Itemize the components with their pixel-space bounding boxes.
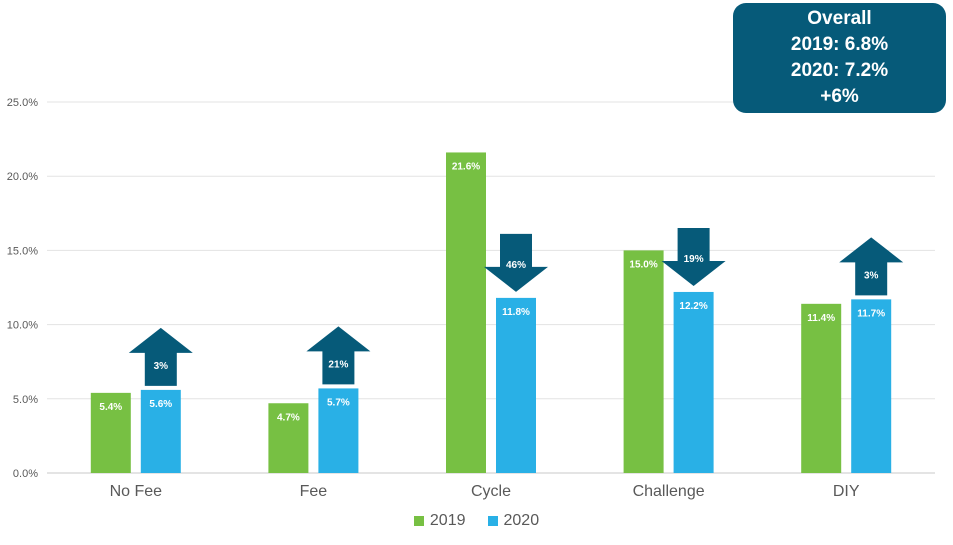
y-tick-label: 25.0% [7, 97, 38, 109]
x-tick-label: Fee [300, 483, 328, 500]
bar-2020 [673, 291, 714, 473]
up-arrow-icon [128, 327, 193, 386]
change-label: 3% [154, 361, 169, 372]
change-label: 3% [864, 270, 879, 281]
y-tick-label: 10.0% [7, 320, 38, 332]
y-tick-label: 20.0% [7, 171, 38, 183]
data-label: 11.7% [857, 308, 885, 319]
overall-summary-box: Overall 2019: 6.8% 2020: 7.2% +6% [733, 3, 946, 113]
legend-swatch-2020 [487, 516, 498, 526]
data-label: 11.4% [807, 313, 835, 324]
change-label: 21% [328, 359, 348, 370]
y-tick-label: 5.0% [13, 394, 38, 406]
legend-item-2019: 2019 [413, 512, 466, 530]
y-tick-label: 15.0% [7, 245, 38, 257]
x-tick-label: No Fee [110, 483, 163, 500]
down-arrow-icon [661, 227, 726, 286]
bar-2019 [801, 303, 842, 473]
legend: 2019 2020 [0, 512, 953, 530]
overall-2020: 2020: 7.2% [790, 60, 889, 81]
data-label: 5.7% [327, 397, 350, 408]
data-label: 5.6% [149, 399, 172, 410]
y-tick-label: 0.0% [13, 468, 38, 480]
overall-title: Overall [807, 8, 872, 29]
bar-2020 [318, 388, 359, 473]
change-label: 19% [684, 254, 704, 265]
bar-2020 [496, 297, 536, 473]
change-label: 46% [506, 260, 526, 271]
down-arrow-icon [484, 233, 548, 292]
bar-2019 [623, 250, 664, 473]
bar-2019 [446, 152, 486, 473]
data-label: 5.4% [99, 402, 122, 413]
data-label: 15.0% [629, 259, 657, 270]
data-label: 4.7% [277, 412, 300, 423]
bar-2019 [90, 392, 131, 473]
legend-item-2020: 2020 [487, 512, 540, 530]
data-label: 21.6% [452, 161, 480, 172]
x-tick-label: Challenge [633, 483, 705, 500]
up-arrow-icon [839, 237, 904, 296]
x-tick-label: Cycle [471, 483, 511, 500]
data-label: 11.8% [502, 307, 530, 318]
bar-2019 [268, 403, 309, 473]
bar-2020 [140, 389, 181, 473]
legend-label-2020: 2020 [503, 512, 540, 529]
overall-2019: 2019: 6.8% [790, 34, 889, 55]
data-label: 12.2% [679, 301, 707, 312]
up-arrow-icon [306, 326, 371, 385]
x-tick-label: DIY [833, 483, 860, 500]
overall-change: +6% [820, 86, 859, 107]
legend-swatch-2019 [413, 516, 424, 526]
bar-2020 [851, 299, 892, 473]
legend-label-2019: 2019 [429, 512, 466, 529]
